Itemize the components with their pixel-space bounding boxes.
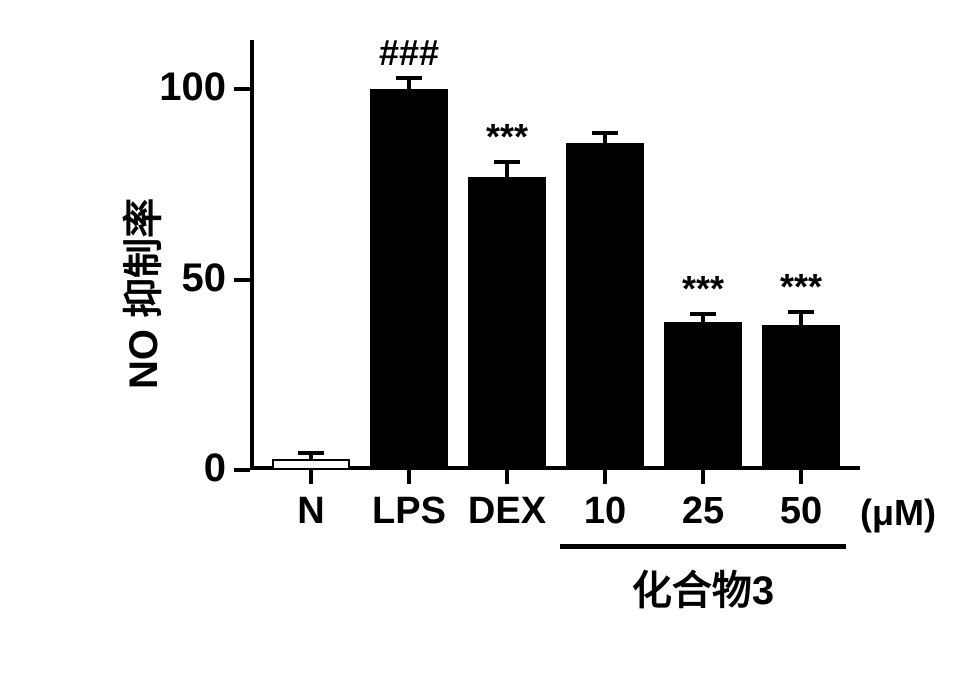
y-tick-label: 0 bbox=[134, 446, 226, 491]
bar bbox=[272, 459, 350, 470]
x-tick bbox=[309, 470, 313, 484]
error-cap bbox=[788, 310, 814, 314]
bar bbox=[566, 143, 644, 470]
x-tick-label: 50 bbox=[742, 490, 860, 533]
x-tick bbox=[505, 470, 509, 484]
y-tick-label: 50 bbox=[134, 256, 226, 301]
y-tick bbox=[234, 87, 250, 91]
x-tick bbox=[603, 470, 607, 484]
bar bbox=[664, 322, 742, 470]
x-tick bbox=[407, 470, 411, 484]
y-tick-label: 100 bbox=[134, 65, 226, 110]
significance-label: *** bbox=[448, 116, 566, 158]
group-label: 化合物3 bbox=[560, 558, 846, 616]
bar bbox=[762, 325, 840, 470]
bar-chart: NO 抑制率 (μM) 化合物3 050100N###LPS***DEX10**… bbox=[60, 30, 920, 650]
error-cap bbox=[396, 76, 422, 80]
significance-label: *** bbox=[742, 266, 860, 308]
error-cap bbox=[494, 160, 520, 164]
bar bbox=[468, 177, 546, 470]
x-tick bbox=[799, 470, 803, 484]
significance-label: ### bbox=[350, 32, 468, 74]
error-cap bbox=[690, 312, 716, 316]
x-axis-unit: (μM) bbox=[860, 492, 936, 534]
bar bbox=[370, 89, 448, 470]
y-tick bbox=[234, 278, 250, 282]
y-tick bbox=[234, 468, 250, 472]
error-cap bbox=[298, 451, 324, 455]
error-bar bbox=[505, 162, 509, 177]
error-cap bbox=[592, 131, 618, 135]
x-tick bbox=[701, 470, 705, 484]
group-underline bbox=[560, 544, 846, 549]
